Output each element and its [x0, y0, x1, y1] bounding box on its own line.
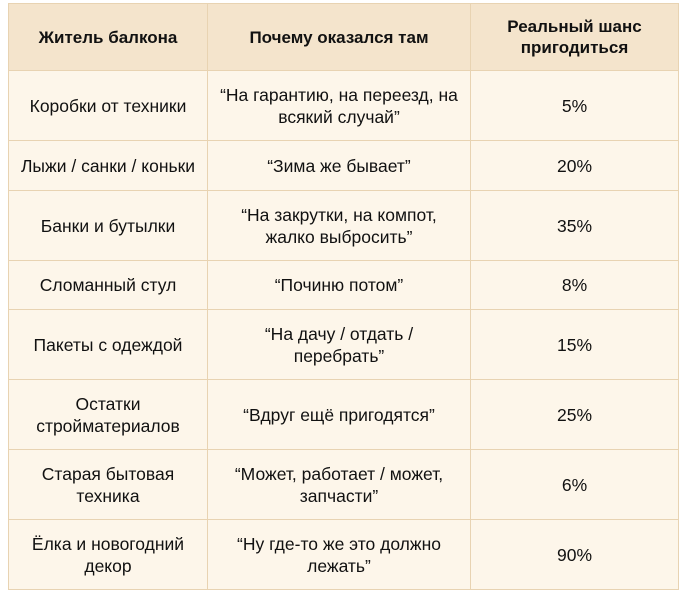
balcony-table-container: Житель балкона Почему оказался там Реаль…: [8, 3, 679, 590]
cell-item: Сломанный стул: [8, 260, 208, 310]
cell-chance: 90%: [470, 519, 679, 590]
cell-item: Пакеты с одеждой: [8, 309, 208, 380]
cell-item: Старая бытовая техника: [8, 449, 208, 520]
table-row: Остатки стройматериалов “Вдруг ещё приго…: [8, 379, 679, 450]
header-item: Житель балкона: [8, 3, 208, 71]
cell-chance: 8%: [470, 260, 679, 310]
cell-reason: “Вдруг ещё пригодятся”: [207, 379, 471, 450]
table-row: Коробки от техники “На гарантию, на пере…: [8, 70, 679, 141]
cell-reason: “На дачу / отдать / перебрать”: [207, 309, 471, 380]
cell-item-text: Ёлка и новогодний декор: [31, 533, 185, 576]
table-row: Сломанный стул “Починю потом” 8%: [8, 260, 679, 310]
cell-chance: 20%: [470, 140, 679, 191]
cell-item-text: Остатки стройматериалов: [36, 393, 180, 436]
cell-chance: 6%: [470, 449, 679, 520]
cell-chance: 15%: [470, 309, 679, 380]
table-row: Ёлка и новогодний декор “Ну где-то же эт…: [8, 519, 679, 590]
cell-reason: “Может, работает / может, запчасти”: [207, 449, 471, 520]
cell-chance: 35%: [470, 190, 679, 261]
header-chance: Реальный шанс пригодиться: [470, 3, 679, 71]
cell-item: Коробки от техники: [8, 70, 208, 141]
balcony-items-table: Житель балкона Почему оказался там Реаль…: [8, 3, 679, 590]
cell-chance: 25%: [470, 379, 679, 450]
cell-item: Банки и бутылки: [8, 190, 208, 261]
cell-item: Остатки стройматериалов: [8, 379, 208, 450]
cell-item: Лыжи / санки / коньки: [8, 140, 208, 191]
cell-reason-text: “На дачу / отдать / перебрать”: [264, 323, 414, 366]
header-chance-label: Реальный шанс пригодиться: [507, 17, 642, 57]
table-row: Пакеты с одеждой “На дачу / отдать / пер…: [8, 309, 679, 380]
table-row: Лыжи / санки / коньки “Зима же бывает” 2…: [8, 140, 679, 191]
cell-reason: “На закрутки, на компот, жалко выбросить…: [207, 190, 471, 261]
cell-reason-text: “На закрутки, на компот, жалко выбросить…: [241, 204, 437, 247]
table-row: Банки и бутылки “На закрутки, на компот,…: [8, 190, 679, 261]
cell-reason: “Починю потом”: [207, 260, 471, 310]
cell-chance: 5%: [470, 70, 679, 141]
cell-reason-text: “Может, работает / может, запчасти”: [234, 463, 444, 506]
table-header-row: Житель балкона Почему оказался там Реаль…: [8, 3, 679, 71]
cell-reason: “На гарантию, на переезд, на всякий случ…: [207, 70, 471, 141]
cell-item: Ёлка и новогодний декор: [8, 519, 208, 590]
cell-item-text: Старая бытовая техника: [41, 463, 175, 506]
header-reason: Почему оказался там: [207, 3, 471, 71]
cell-reason-text: “Ну где-то же это должно лежать”: [237, 533, 441, 576]
table-row: Старая бытовая техника “Может, работает …: [8, 449, 679, 520]
cell-reason: “Зима же бывает”: [207, 140, 471, 191]
cell-reason: “Ну где-то же это должно лежать”: [207, 519, 471, 590]
